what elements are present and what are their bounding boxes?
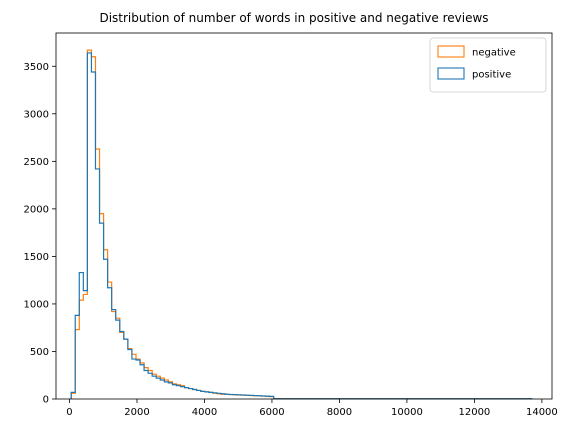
legend-label-positive: positive: [472, 70, 511, 81]
legend: negative positive: [429, 37, 547, 93]
x-axis: 0 2000 4000 6000 8000 10000 12000 14000: [66, 399, 558, 418]
plot-area: [55, 32, 553, 400]
y-tick-label: 3500: [24, 62, 49, 73]
series-negative-step: [70, 49, 533, 400]
x-tick-label: 10000: [391, 407, 423, 418]
axes-frame: [55, 32, 553, 400]
y-tick-label: 1500: [24, 252, 49, 263]
legend-swatch-positive: [437, 67, 465, 80]
x-tick-label: 12000: [458, 407, 490, 418]
x-tick-label: 4000: [192, 407, 217, 418]
legend-swatch-negative: [437, 45, 465, 58]
x-tick-label: 0: [66, 407, 72, 418]
x-tick-label: 2000: [124, 407, 149, 418]
x-tick-label: 6000: [259, 407, 284, 418]
y-axis: 0 500 1000 1500 2000 2500 3000 3500: [24, 62, 56, 406]
chart-title: Distribution of number of words in posit…: [99, 11, 488, 25]
y-tick-label: 2000: [24, 204, 49, 215]
y-tick-label: 500: [30, 347, 49, 358]
x-tick-label: 8000: [327, 407, 352, 418]
y-tick-label: 3000: [24, 109, 49, 120]
y-tick-label: 2500: [24, 157, 49, 168]
legend-label-negative: negative: [472, 48, 516, 59]
y-tick-label: 1000: [24, 299, 49, 310]
y-tick-label: 0: [43, 395, 49, 406]
series-positive-step: [70, 52, 533, 400]
x-tick-label: 14000: [526, 407, 558, 418]
